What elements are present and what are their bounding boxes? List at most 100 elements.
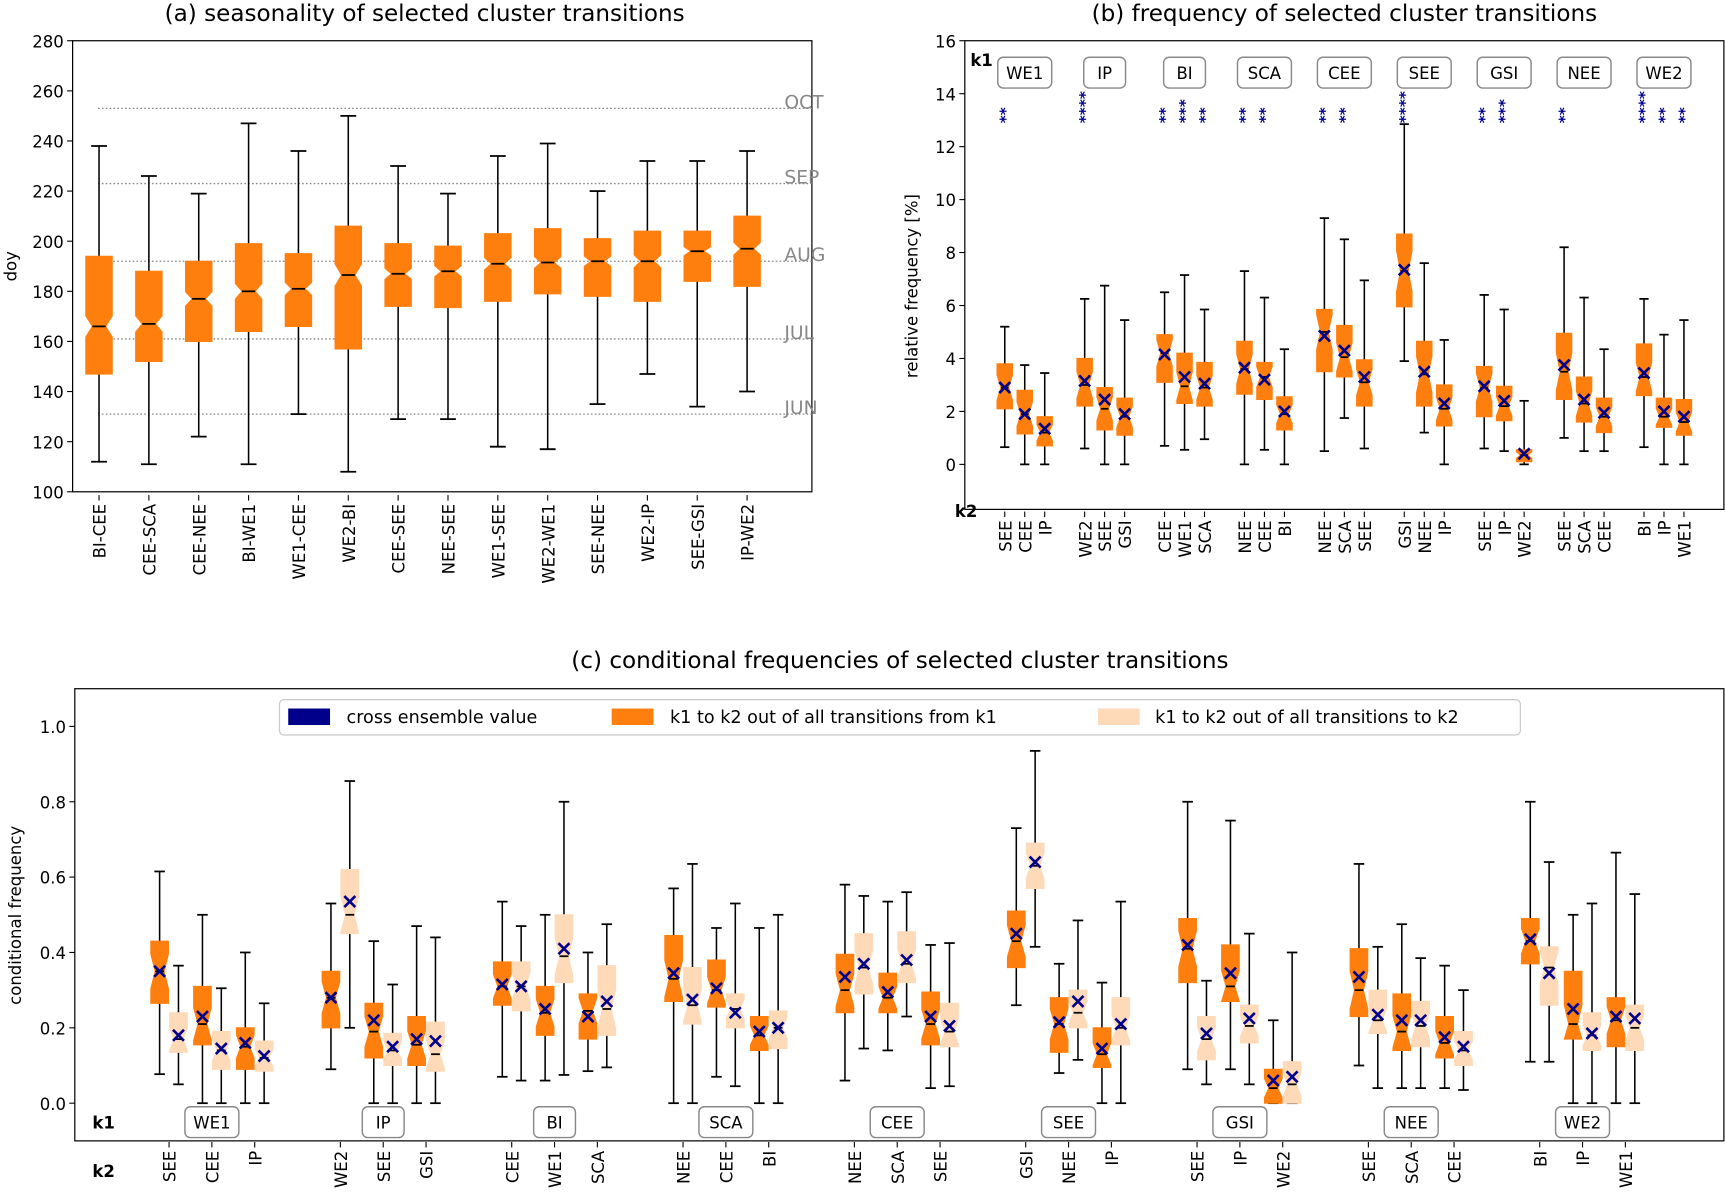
panel-c-ip-gsi-to-k2-box — [426, 1021, 445, 1072]
panel-b-see-ip-xtick-label: IP — [1436, 520, 1455, 535]
panel-b-bi-cee-box — [1156, 334, 1173, 383]
panel-c-ylabel: conditional frequency — [6, 826, 25, 1005]
month-label-sep: SEP — [784, 168, 819, 189]
panel-b-we1-see-significance: ** — [996, 107, 1014, 123]
panel-b-gsi-k1-label: GSI — [1490, 64, 1518, 83]
panel-c-sca-cee-to-k2-mean-marker — [728, 1006, 742, 1020]
panel-c-sca-bi-to-k2-box — [768, 1010, 788, 1050]
panel-b-sca-bi-mean-marker — [1277, 404, 1291, 418]
panel-c-cee-see-xtick-label: SEE — [932, 1151, 951, 1182]
panel-c-ip-gsi-to-k2-mean-marker — [429, 1034, 442, 1048]
panel-c-sca-cee-to-k2-box — [725, 993, 745, 1029]
panel-a-bi-cee-box — [85, 255, 113, 375]
panel-c-we2-k1-label: WE2 — [1564, 1114, 1601, 1133]
panel-c-ip-we2-to-k2-mean-marker — [343, 895, 357, 909]
panel-b-nee-sca-xtick-label: SCA — [1576, 520, 1595, 554]
panel-c-ip-gsi-xtick-label: GSI — [418, 1151, 437, 1179]
panel-b-ip-we2-mean-marker — [1078, 374, 1092, 388]
panel-b-cee-sca-mean-marker — [1337, 344, 1351, 357]
panel-a-nee-see-box — [434, 245, 462, 309]
panel-b-ytick-label: 16 — [935, 32, 956, 51]
panel-b-bi-cee-mean-marker — [1158, 348, 1172, 361]
panel-c-we2-bi-to-k2-box — [1539, 946, 1559, 1006]
panel-c-nee-see-to-k2-box — [1368, 989, 1388, 1035]
panel-a-frame — [72, 40, 813, 493]
panel-c-we2-we1-xtick-label: WE1 — [1617, 1151, 1636, 1188]
panel-c-we1-see-xtick-label: SEE — [161, 1151, 180, 1182]
panel-b-we2-we1-xtick-label: WE1 — [1676, 520, 1695, 557]
panel-b-see-gsi-significance: **** — [1396, 91, 1414, 123]
panel-c-we2-ip-to-k2-mean-marker — [1585, 1027, 1599, 1040]
panel-b-gsi-see-box — [1475, 365, 1493, 418]
panel-a-see-gsi-xtick-label: SEE-GSI — [689, 504, 708, 570]
panel-c-see-nee-from-k1-box — [1049, 997, 1069, 1053]
panel-a-we1-see-box — [484, 233, 512, 302]
month-label-jul: JUL — [783, 323, 814, 344]
panel-c-gsi-k1-label: GSI — [1226, 1114, 1254, 1133]
panel-c-we2-k1-box — [1554, 1106, 1611, 1139]
panel-c-nee-see-to-k2-mean-marker — [1371, 1008, 1385, 1022]
panel-c-ip-see-xtick-label: SEE — [375, 1151, 394, 1182]
panel-b-gsi-see-significance: ** — [1476, 107, 1494, 123]
panel-a-ip-we2-xtick-label: IP-WE2 — [739, 504, 758, 561]
panel-b-we2-bi-xtick-label: BI — [1636, 520, 1655, 536]
panel-c-sca-k1-label: SCA — [709, 1114, 743, 1133]
panel-b-ip-k1-box — [1083, 56, 1127, 89]
panel-a-we2-bi-xtick-label: WE2-BI — [340, 504, 359, 563]
panel-b-ytick-label: 0 — [946, 456, 957, 475]
panel-c-we1-see-from-k1-mean-marker — [153, 964, 167, 978]
panel-b-nee-k1-box — [1556, 56, 1612, 89]
panel-b-k2-label: k2 — [955, 502, 977, 521]
panel-a-ytick-label: 100 — [32, 483, 64, 502]
panel-a-we2-we1-box — [533, 228, 562, 295]
panel-c-cee-nee-from-k1-mean-marker — [838, 970, 852, 984]
panel-a-ytick-label: 220 — [32, 183, 64, 202]
panel-c-cee-sca-xtick-label: SCA — [889, 1150, 908, 1184]
panel-b-bi-cee-significance: ** — [1156, 107, 1174, 123]
panel-c-ip-gsi-from-k1-box — [407, 1015, 426, 1067]
panel-c-nee-k1-label: NEE — [1395, 1114, 1428, 1133]
panel-a-ip-we2-box — [733, 215, 761, 287]
panel-b-gsi-see-xtick-label: SEE — [1476, 520, 1495, 551]
panel-b-gsi-we2-mean-marker — [1517, 447, 1531, 461]
panel-b-bi-we1-xtick-label: WE1 — [1176, 520, 1195, 557]
panel-b-sca-nee-xtick-label: NEE — [1236, 520, 1255, 553]
legend-frame — [278, 699, 1522, 736]
panel-c-ytick-label: 1.0 — [40, 718, 66, 737]
panel-b-we1-ip-mean-marker — [1038, 422, 1052, 436]
panel-c-we1-ip-from-k1-mean-marker — [238, 1036, 252, 1050]
panel-c-nee-sca-to-k2-mean-marker — [1414, 1013, 1428, 1027]
panel-a-we1-see-xtick-label: WE1-SEE — [489, 504, 508, 579]
panel-a-we1-cee-box — [284, 253, 313, 327]
panel-c-nee-sca-xtick-label: SCA — [1403, 1150, 1422, 1184]
panel-c-ip-we2-xtick-label: WE2 — [332, 1151, 351, 1188]
panel-c-nee-sca-from-k1-box — [1392, 993, 1412, 1051]
panel-c-see-nee-from-k1-mean-marker — [1052, 1015, 1066, 1029]
panel-c-ip-see-from-k1-mean-marker — [367, 1013, 381, 1027]
panel-c-cee-sca-from-k1-mean-marker — [881, 985, 895, 999]
panel-c-nee-cee-to-k2-box — [1454, 1031, 1473, 1067]
panel-b-gsi-ip-mean-marker — [1497, 394, 1511, 408]
panel-c-sca-nee-to-k2-box — [683, 966, 702, 1025]
panel-c-see-ip-to-k2-box — [1111, 997, 1131, 1046]
panel-c-k1-label: k1 — [92, 1114, 114, 1133]
panel-c-ytick-label: 0.8 — [40, 793, 66, 812]
panel-a-ytick-label: 180 — [32, 283, 64, 302]
panel-c-see-nee-xtick-label: NEE — [1060, 1151, 1079, 1184]
panel-c-cee-see-from-k1-mean-marker — [924, 1010, 938, 1023]
panel-a-ytick-label: 140 — [32, 383, 64, 402]
panel-b-nee-cee-xtick-label: CEE — [1596, 520, 1615, 552]
panel-c-nee-sca-to-k2-box — [1411, 1000, 1430, 1048]
panel-b-ytick-label: 4 — [946, 350, 957, 369]
panel-c-we2-bi-to-k2-mean-marker — [1542, 966, 1556, 980]
panel-b-sca-cee-significance: ** — [1256, 107, 1274, 123]
panel-c-we2-bi-from-k1-mean-marker — [1523, 932, 1537, 946]
panel-b-sca-cee-xtick-label: CEE — [1256, 520, 1275, 552]
panel-c-nee-cee-to-k2-mean-marker — [1457, 1040, 1470, 1054]
panel-a-cee-sca-xtick-label: CEE-SCA — [140, 503, 159, 575]
panel-c-bi-we1-from-k1-mean-marker — [538, 1002, 552, 1016]
panel-c-see-ip-from-k1-mean-marker — [1095, 1042, 1109, 1055]
panel-c-frame — [74, 688, 1725, 1142]
panel-c-bi-sca-to-k2-mean-marker — [600, 995, 614, 1008]
